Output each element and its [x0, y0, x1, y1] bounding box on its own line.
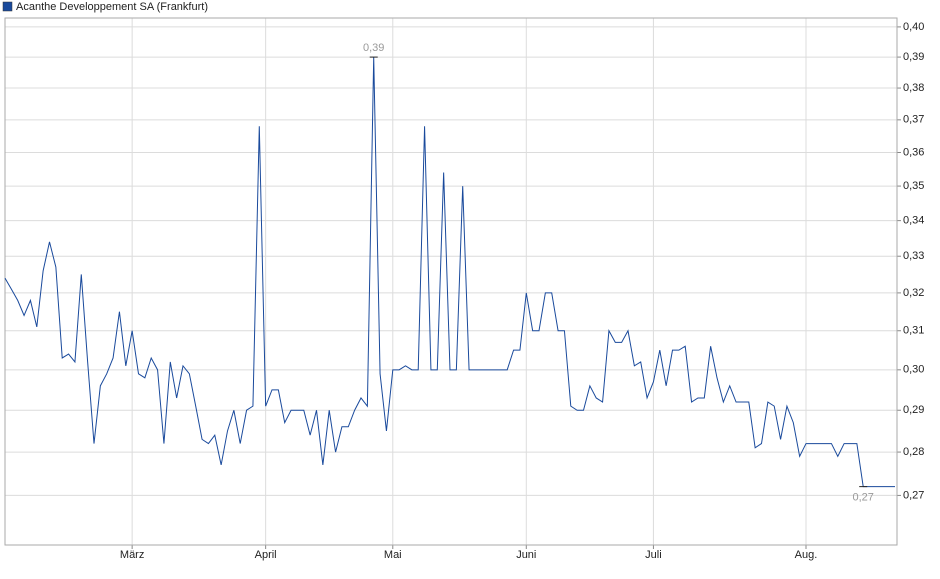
y-tick-label: 0,28: [903, 446, 924, 458]
plot-frame: [4, 17, 898, 546]
y-tick-label: 0,38: [903, 82, 924, 94]
y-tick-label: 0,32: [903, 287, 924, 299]
x-tick-label: April: [255, 549, 277, 561]
y-tick-label: 0,27: [903, 489, 924, 501]
line-series: [4, 57, 895, 488]
y-tick-label: 0,37: [903, 114, 924, 126]
y-tick-label: 0,36: [903, 146, 924, 158]
y-tick-label: 0,35: [903, 180, 924, 192]
x-tick-label: Juli: [645, 549, 662, 561]
x-tick-label: März: [120, 549, 144, 561]
y-tick-label: 0,31: [903, 325, 924, 337]
y-tick-label: 0,40: [903, 21, 924, 33]
y-tick-label: 0,33: [903, 250, 924, 262]
value-label: 0,39: [363, 42, 384, 54]
legend-swatch: [2, 1, 13, 12]
y-tick-label: 0,30: [903, 364, 924, 376]
x-tick-label: Aug.: [795, 549, 818, 561]
y-tick-label: 0,34: [903, 215, 924, 227]
x-tick-label: Mai: [384, 549, 402, 561]
y-tick-label: 0,39: [903, 51, 924, 63]
value-label: 0,27: [853, 492, 874, 504]
legend-label: Acanthe Developpement SA (Frankfurt): [16, 1, 208, 13]
x-tick-label: Juni: [516, 549, 536, 561]
y-tick-label: 0,29: [903, 404, 924, 416]
